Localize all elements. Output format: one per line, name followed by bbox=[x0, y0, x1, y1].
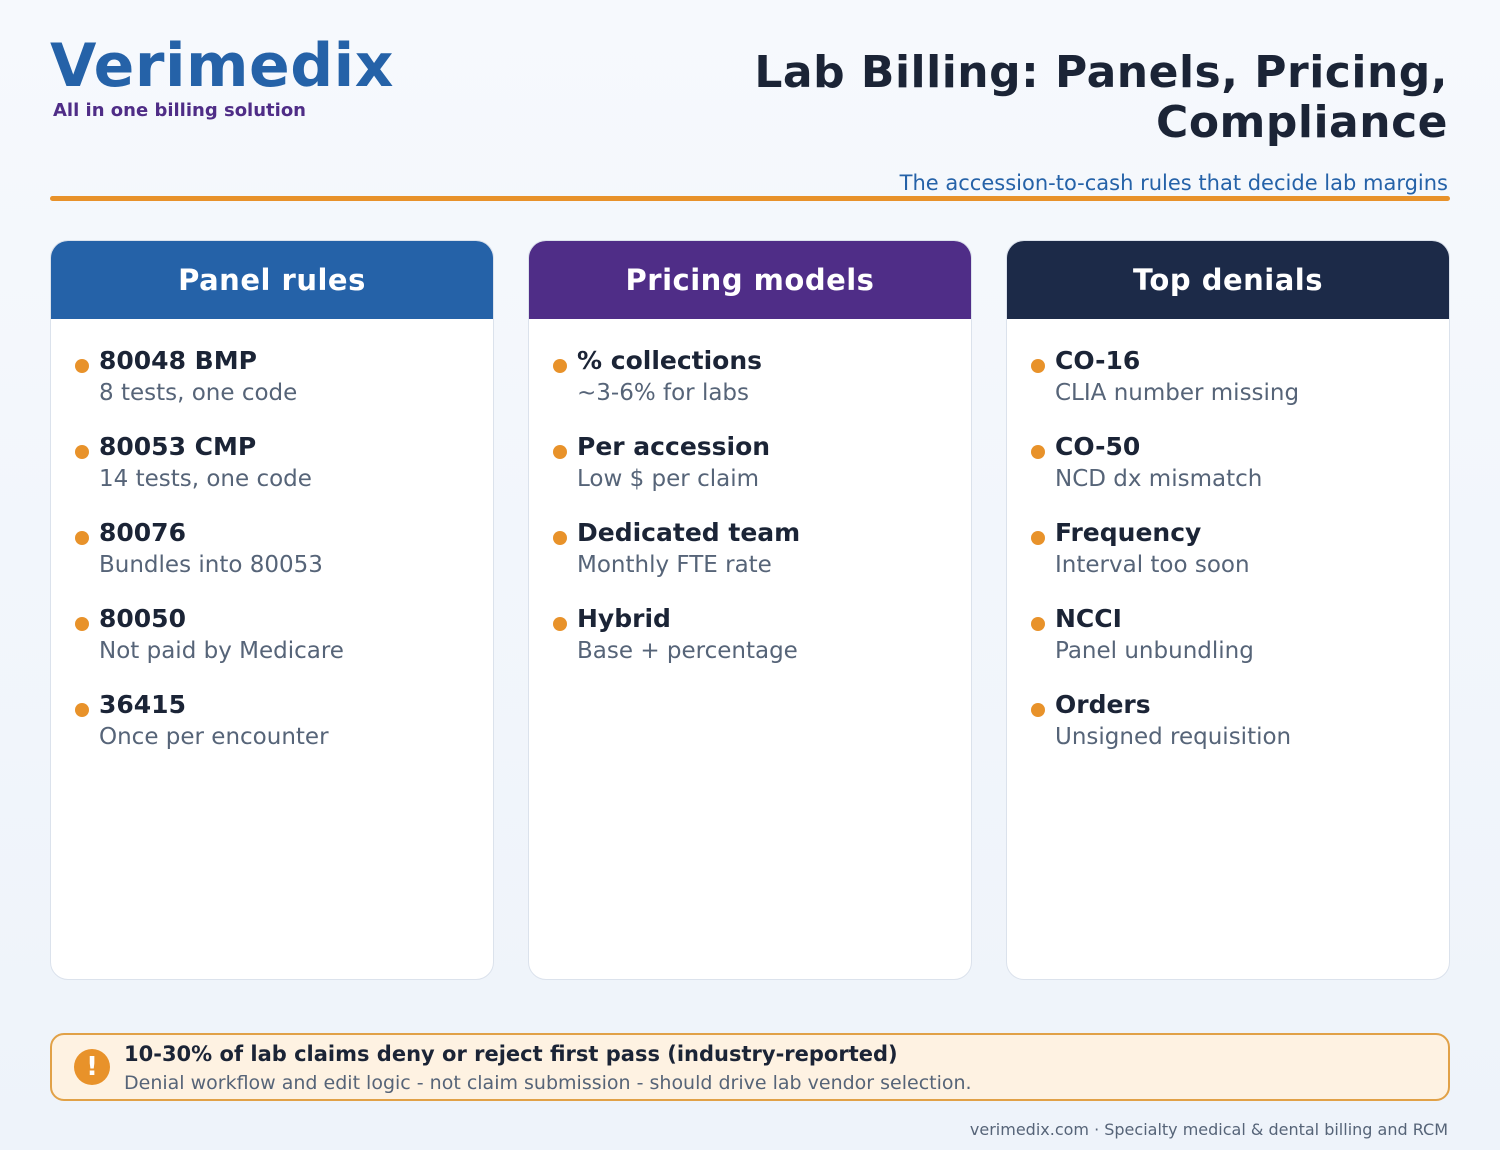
list-item: Frequency Interval too soon bbox=[1031, 517, 1425, 603]
card-header: Panel rules bbox=[51, 241, 493, 319]
item-description: Unsigned requisition bbox=[1055, 724, 1292, 750]
item-description: Monthly FTE rate bbox=[577, 552, 772, 578]
callout-text: Denial workflow and edit logic - not cla… bbox=[124, 1072, 972, 1094]
item-title: Per accession bbox=[577, 432, 771, 461]
bullet-dot-icon bbox=[75, 617, 89, 631]
list-item: CO-50 NCD dx mismatch bbox=[1031, 431, 1425, 517]
item-title: CO-50 bbox=[1055, 432, 1141, 461]
list-item: Per accession Low $ per claim bbox=[553, 431, 947, 517]
item-description: Panel unbundling bbox=[1055, 638, 1254, 664]
list-item: % collections ~3-6% for labs bbox=[553, 345, 947, 431]
card-body: CO-16 CLIA number missing CO-50 NCD dx m… bbox=[1007, 319, 1449, 775]
item-title: 80050 bbox=[99, 604, 186, 633]
list-item: 80076 Bundles into 80053 bbox=[75, 517, 469, 603]
item-description: NCD dx mismatch bbox=[1055, 466, 1263, 492]
bullet-dot-icon bbox=[553, 617, 567, 631]
page-title-line-2: Compliance bbox=[1156, 97, 1448, 148]
bullet-dot-icon bbox=[75, 445, 89, 459]
item-description: Not paid by Medicare bbox=[99, 638, 344, 664]
exclamation-icon: ! bbox=[74, 1049, 110, 1085]
item-description: Base + percentage bbox=[577, 638, 798, 664]
bullet-dot-icon bbox=[1031, 359, 1045, 373]
list-item: Orders Unsigned requisition bbox=[1031, 689, 1425, 775]
header-divider bbox=[50, 196, 1450, 201]
list-item: 80053 CMP 14 tests, one code bbox=[75, 431, 469, 517]
footer-text: verimedix.com · Specialty medical & dent… bbox=[969, 1120, 1448, 1139]
list-item: 80048 BMP 8 tests, one code bbox=[75, 345, 469, 431]
list-item: CO-16 CLIA number missing bbox=[1031, 345, 1425, 431]
item-description: Bundles into 80053 bbox=[99, 552, 323, 578]
list-item: 80050 Not paid by Medicare bbox=[75, 603, 469, 689]
item-title: Hybrid bbox=[577, 604, 671, 633]
list-item: 36415 Once per encounter bbox=[75, 689, 469, 775]
bullet-dot-icon bbox=[553, 531, 567, 545]
bullet-dot-icon bbox=[1031, 703, 1045, 717]
list-item: Dedicated team Monthly FTE rate bbox=[553, 517, 947, 603]
item-description: Low $ per claim bbox=[577, 466, 759, 492]
card-title: Pricing models bbox=[625, 263, 875, 297]
bullet-dot-icon bbox=[75, 703, 89, 717]
callout-title: 10-30% of lab claims deny or reject firs… bbox=[124, 1042, 898, 1066]
item-title: 80053 CMP bbox=[99, 432, 257, 461]
page-title-line-1: Lab Billing: Panels, Pricing, bbox=[754, 47, 1448, 98]
card-title: Top denials bbox=[1133, 263, 1323, 297]
item-title: % collections bbox=[577, 346, 763, 375]
item-description: ~3-6% for labs bbox=[577, 380, 750, 406]
card-pricing-models: Pricing models % collections ~3-6% for l… bbox=[528, 240, 972, 980]
bullet-dot-icon bbox=[553, 359, 567, 373]
card-panel-rules: Panel rules 80048 BMP 8 tests, one code … bbox=[50, 240, 494, 980]
bullet-dot-icon bbox=[553, 445, 567, 459]
item-title: 80076 bbox=[99, 518, 186, 547]
item-description: Once per encounter bbox=[99, 724, 329, 750]
card-header: Pricing models bbox=[529, 241, 971, 319]
card-title: Panel rules bbox=[178, 263, 366, 297]
card-body: % collections ~3-6% for labs Per accessi… bbox=[529, 319, 971, 689]
list-item: NCCI Panel unbundling bbox=[1031, 603, 1425, 689]
item-title: CO-16 bbox=[1055, 346, 1141, 375]
page-subtitle: The accession-to-cash rules that decide … bbox=[899, 171, 1448, 195]
brand-block: Verimedix All in one billing solution bbox=[50, 32, 394, 121]
bullet-dot-icon bbox=[75, 531, 89, 545]
bullet-dot-icon bbox=[1031, 617, 1045, 631]
item-title: 80048 BMP bbox=[99, 346, 257, 375]
item-description: 8 tests, one code bbox=[99, 380, 298, 406]
card-top-denials: Top denials CO-16 CLIA number missing CO… bbox=[1006, 240, 1450, 980]
card-header: Top denials bbox=[1007, 241, 1449, 319]
brand-logo: Verimedix bbox=[50, 31, 394, 101]
alert-callout: ! 10-30% of lab claims deny or reject fi… bbox=[50, 1033, 1450, 1101]
item-title: NCCI bbox=[1055, 604, 1122, 633]
brand-tagline: All in one billing solution bbox=[53, 100, 306, 121]
list-item: Hybrid Base + percentage bbox=[553, 603, 947, 689]
item-title: Dedicated team bbox=[577, 518, 801, 547]
item-title: Orders bbox=[1055, 690, 1151, 719]
card-body: 80048 BMP 8 tests, one code 80053 CMP 14… bbox=[51, 319, 493, 775]
item-title: Frequency bbox=[1055, 518, 1202, 547]
bullet-dot-icon bbox=[75, 359, 89, 373]
item-description: 14 tests, one code bbox=[99, 466, 312, 492]
bullet-dot-icon bbox=[1031, 445, 1045, 459]
item-description: CLIA number missing bbox=[1055, 380, 1300, 406]
page-title: Lab Billing: Panels, Pricing, Compliance bbox=[688, 48, 1448, 148]
item-title: 36415 bbox=[99, 690, 186, 719]
item-description: Interval too soon bbox=[1055, 552, 1250, 578]
bullet-dot-icon bbox=[1031, 531, 1045, 545]
